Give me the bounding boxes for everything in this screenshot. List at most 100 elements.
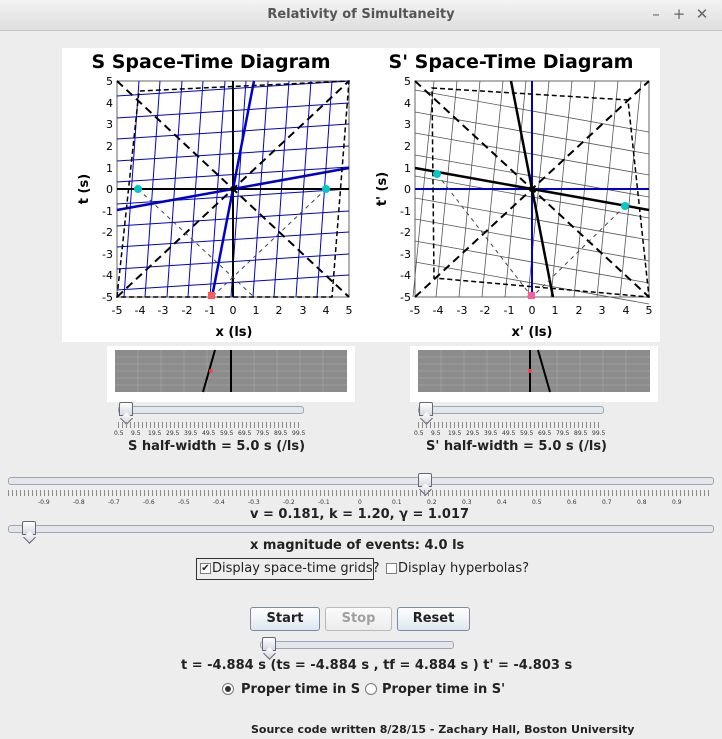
s-event-cone-a	[137, 188, 255, 298]
sp-y-tick: 2	[404, 140, 411, 153]
sp-y-tick: 4	[404, 97, 411, 110]
s-halfwidth-track[interactable]	[118, 406, 304, 414]
magnitude-track[interactable]	[8, 525, 714, 533]
s-diagram-title: S Space-Time Diagram	[91, 51, 330, 73]
close-icon[interactable]: ✕	[695, 5, 709, 23]
velocity-slider-thumb[interactable]	[418, 473, 432, 487]
magnitude-slider-thumb[interactable]	[22, 521, 36, 535]
sp-clock-marker	[528, 292, 535, 299]
sp-y-tick: 5	[404, 75, 411, 88]
sp-worldline-strip	[410, 346, 658, 402]
sp-diagram: 5 4 3 2 1 0 -1 -2 -3 -4 -5 -5 -4 -3 -2 -…	[400, 75, 652, 317]
s-origin-marker	[230, 186, 236, 192]
sp-y-tick: -3	[400, 248, 411, 261]
sp-halfwidth-track[interactable]	[418, 406, 604, 414]
s-x-tick: -3	[158, 304, 169, 317]
start-button[interactable]: Start	[250, 607, 320, 631]
sp-x-tick: -5	[410, 304, 421, 317]
hyperbolas-checkbox[interactable]	[386, 563, 397, 574]
title-bar: Relativity of Simultaneity – + ✕	[0, 0, 722, 31]
s-event-cone-b	[211, 188, 327, 298]
s-x-tick: -5	[112, 304, 123, 317]
sp-y-tick: -1	[400, 205, 411, 218]
s-x-axis-label: x (ls)	[216, 325, 253, 340]
sp-x-tick: 4	[623, 304, 630, 317]
sp-y-tick: 0	[404, 183, 411, 196]
velocity-readout: v = 0.181, k = 1.20, γ = 1.017	[250, 507, 470, 522]
sp-origin-marker	[529, 186, 535, 192]
sp-x-tick: 3	[599, 304, 606, 317]
s-y-tick: -3	[102, 248, 113, 261]
time-slider-thumb[interactable]	[262, 637, 276, 651]
s-x-tick: 0	[230, 304, 237, 317]
sp-x-tick: -1	[504, 304, 515, 317]
s-y-tick: -1	[102, 205, 113, 218]
s-y-tick: 1	[106, 162, 113, 175]
s-worldline-strip	[107, 346, 355, 402]
s-y-tick: 2	[106, 140, 113, 153]
s-boundary	[116, 80, 350, 298]
s-x-tick: -1	[205, 304, 216, 317]
sp-event-right-marker	[621, 202, 629, 210]
sp-x-tick: -3	[457, 304, 468, 317]
sp-x-tick: -2	[480, 304, 491, 317]
s-x-tick: -2	[182, 304, 193, 317]
s-y-tick: -5	[102, 291, 113, 304]
velocity-ticks	[8, 490, 712, 496]
sp-event-cone-a	[436, 173, 533, 298]
sp-x-tick: 2	[576, 304, 583, 317]
sp-x-tick: 5	[646, 304, 653, 317]
window-title: Relativity of Simultaneity	[267, 7, 455, 22]
s-halfwidth-ticks	[118, 422, 302, 428]
stop-button[interactable]: Stop	[325, 607, 392, 631]
s-halfwidth-label: S half-width = 5.0 s (/ls)	[128, 439, 306, 454]
sp-event-left-marker	[433, 170, 441, 178]
magnitude-label: x magnitude of events: 4.0 ls	[250, 538, 465, 553]
grids-checkbox[interactable]: ✔	[200, 563, 211, 574]
s-x-tick: 2	[276, 304, 283, 317]
s-event-right-marker	[322, 185, 330, 193]
velocity-track[interactable]	[8, 477, 714, 485]
s-x-tick: 1	[253, 304, 260, 317]
sp-event-cone-b	[531, 205, 626, 298]
s-event-left-marker	[134, 185, 142, 193]
s-halfwidth-slider-thumb[interactable]	[119, 402, 133, 416]
spacetime-diagrams-canvas: S Space-Time Diagram S' Space-Time Diagr…	[77, 51, 653, 340]
sp-x-tick: 1	[552, 304, 559, 317]
reset-button[interactable]: Reset	[397, 607, 470, 631]
proper-time-s-radio[interactable]	[222, 683, 234, 695]
spacetime-diagrams-panel: S Space-Time Diagram S' Space-Time Diagr…	[62, 48, 660, 342]
s-y-tick: -2	[102, 226, 113, 239]
sp-x-tick: 0	[529, 304, 536, 317]
s-y-tick: -4	[102, 269, 113, 282]
s-y-tick: 4	[106, 97, 113, 110]
sp-halfwidth-ticks	[418, 422, 602, 428]
s-x-tick: 3	[300, 304, 307, 317]
proper-time-s-label: Proper time in S	[241, 682, 361, 697]
sp-y-axis-label: t' (s)	[375, 172, 390, 206]
s-clock-marker	[208, 292, 215, 299]
sp-boundary	[431, 87, 650, 298]
maximize-icon[interactable]: +	[672, 5, 686, 23]
s-y-tick: 3	[106, 118, 113, 131]
footer-credit: Source code written 8/28/15 - Zachary Ha…	[251, 723, 635, 736]
s-y-tick: 0	[106, 183, 113, 196]
time-track[interactable]	[260, 641, 454, 649]
s-x-tick: 5	[346, 304, 353, 317]
grids-option[interactable]	[196, 558, 374, 580]
s-x-tick: -4	[135, 304, 146, 317]
proper-time-sp-label: Proper time in S'	[382, 682, 506, 697]
s-y-tick: 5	[106, 75, 113, 88]
sp-y-tick: -4	[400, 269, 411, 282]
proper-time-sp-radio[interactable]	[365, 683, 377, 695]
sp-y-tick: -5	[400, 291, 411, 304]
sp-x-tick: -4	[433, 304, 444, 317]
sp-y-tick: 3	[404, 118, 411, 131]
sp-x-axis-label: x' (ls)	[512, 325, 553, 340]
sp-y-tick: 1	[404, 162, 411, 175]
sp-halfwidth-label: S' half-width = 5.0 s (/ls)	[426, 439, 608, 454]
time-readout: t = -4.884 s (ts = -4.884 s , tf = 4.884…	[181, 658, 573, 673]
minimize-icon[interactable]: –	[652, 5, 660, 23]
sp-diagram-title: S' Space-Time Diagram	[389, 51, 634, 73]
sp-halfwidth-slider-thumb[interactable]	[419, 402, 433, 416]
